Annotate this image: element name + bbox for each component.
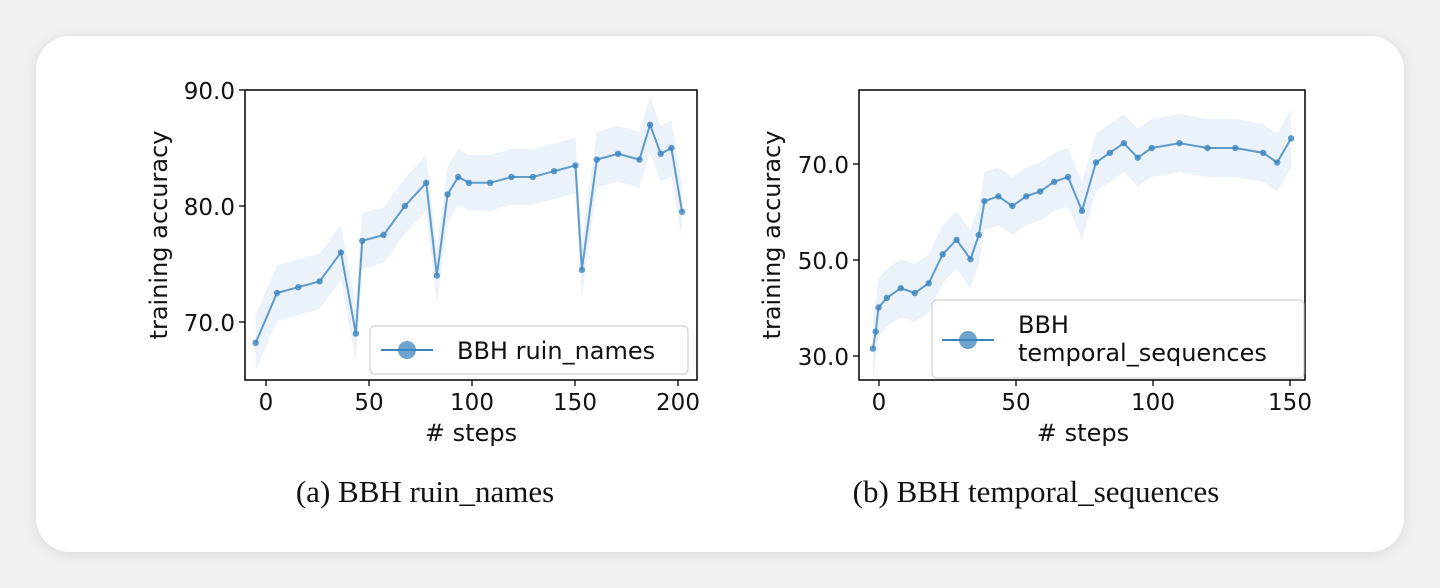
panel-b-caption: (b) BBH temporal_sequences	[853, 474, 1220, 509]
panel-b-data-point	[1232, 144, 1239, 152]
panel-a-data-point	[636, 156, 643, 163]
panel-a-data-point	[352, 330, 360, 337]
panel-b-x-axis-label: # steps	[1037, 419, 1129, 447]
panel-b-data-point	[872, 328, 879, 335]
panel-b-data-point	[1036, 188, 1044, 195]
panel-a-legend-label: BBH ruin_names	[457, 337, 655, 365]
panel-b: 30.0 50.0 70.0 0 50 100 150 # steps trai…	[758, 89, 1312, 509]
panel-b-legend-label-line2: temporal_sequences	[1018, 339, 1267, 367]
panel-a-data-point	[678, 208, 686, 215]
panel-a-y-ticks: 70.0 80.0 90.0	[184, 79, 245, 337]
panel-b-data-point	[1204, 144, 1211, 152]
panel-a-data-point	[337, 249, 345, 256]
panel-a-data-point	[646, 121, 654, 128]
panel-b-data-point	[1050, 178, 1058, 186]
panel-b-data-point	[967, 255, 974, 263]
panel-a-xtick-label: 100	[450, 390, 494, 416]
panel-a-data-point	[316, 278, 323, 285]
panel-b-plot-frame	[858, 89, 1306, 381]
panel-a-data-point	[668, 144, 675, 152]
panel-b-xtick-label: 50	[1001, 390, 1030, 416]
panel-b-legend-marker-icon	[959, 331, 977, 349]
panel-b-legend: BBH temporal_sequences	[931, 299, 1305, 379]
panel-a-caption: (a) BBH ruin_names	[296, 474, 554, 509]
panel-b-ytick-label: 70.0	[798, 153, 849, 179]
panel-b-y-axis-label: training accuracy	[758, 131, 786, 340]
panel-a-data-point	[423, 179, 430, 186]
panel-a-ytick-label: 70.0	[184, 311, 235, 337]
panel-a-data-point	[578, 266, 586, 273]
panel-b-data-point	[1023, 193, 1030, 200]
panel-a-data-point	[465, 179, 473, 186]
panel-a-xtick-label: 200	[656, 390, 700, 416]
panel-b-data-point	[981, 197, 988, 205]
panel-b-data-point	[1273, 159, 1281, 166]
panel-b-ytick-label: 30.0	[798, 345, 849, 371]
panel-b-data-point	[1259, 149, 1267, 157]
panel-b-variance-band	[872, 109, 1292, 378]
panel-b-data-point	[1176, 139, 1183, 147]
panel-b-data-point	[925, 280, 932, 287]
panel-b-data-point	[1009, 202, 1016, 210]
panel-b-data-point	[953, 236, 960, 244]
panel-a-ytick-label: 90.0	[184, 79, 235, 105]
panel-a-data-point	[657, 150, 664, 157]
panel-b-data-point	[883, 294, 891, 302]
panel-a-x-ticks: 0 50 100 150 200	[259, 380, 700, 416]
panel-b-data-point	[1134, 154, 1141, 161]
panel-a-y-axis-label: training accuracy	[145, 131, 173, 340]
panel-b-data-point	[1120, 139, 1128, 147]
panel-a-xtick-label: 0	[259, 390, 274, 416]
panel-b-xtick-label: 0	[872, 390, 887, 416]
panel-b-xtick-label: 150	[1268, 390, 1312, 416]
panel-a-data-point	[614, 150, 622, 157]
panel-a-series	[252, 121, 686, 347]
panel-a-legend: BBH ruin_names	[369, 325, 689, 375]
panel-a-plot-frame	[244, 89, 698, 381]
panel-a-data-point	[444, 191, 451, 198]
panel-b-xtick-label: 100	[1131, 390, 1175, 416]
panel-a-legend-marker-icon	[398, 341, 416, 359]
panel-b-data-point	[869, 345, 877, 352]
panel-b-data-point	[1078, 207, 1086, 215]
panel-a-data-point	[550, 168, 558, 175]
panel-b-data-point	[939, 251, 946, 258]
panel-b-data-point	[1287, 135, 1295, 142]
panel-b-y-ticks: 30.0 50.0 70.0	[798, 153, 859, 371]
panel-a-data-point	[433, 272, 441, 279]
panel-b-data-point	[1148, 144, 1155, 152]
panel-a-ytick-label: 80.0	[184, 195, 235, 221]
panel-a-data-point	[359, 237, 366, 244]
panel-a-data-point	[486, 179, 494, 186]
panel-b-data-point	[995, 193, 1002, 200]
panel-a-data-point	[508, 173, 515, 181]
panel-a-x-axis-label: # steps	[425, 419, 517, 447]
panel-a-data-point	[572, 162, 579, 169]
panel-b-data-point	[875, 304, 882, 311]
panel-a: 70.0 80.0 90.0 0 50 100 150 200 # steps …	[145, 79, 700, 509]
panel-b-data-point	[975, 231, 983, 239]
panel-b-series	[869, 135, 1295, 352]
panel-a-xtick-label: 150	[553, 390, 597, 416]
panel-a-data-point	[529, 173, 537, 181]
panel-a-data-point	[252, 339, 259, 347]
panel-a-data-point	[401, 202, 409, 210]
panel-a-data-point	[593, 156, 600, 163]
panel-b-ytick-label: 50.0	[798, 249, 849, 275]
panel-a-data-point	[295, 284, 302, 291]
panel-b-x-ticks: 0 50 100 150	[872, 380, 1312, 416]
panel-a-xtick-label: 50	[354, 390, 383, 416]
panel-a-data-point	[380, 231, 387, 239]
panel-b-data-point	[897, 284, 905, 292]
panel-b-data-point	[1064, 173, 1072, 181]
panel-b-data-point	[1106, 149, 1114, 157]
panel-b-band-area	[872, 109, 1292, 378]
panel-b-data-point	[1092, 159, 1100, 166]
panel-a-data-point	[273, 289, 281, 297]
panel-b-data-point	[911, 289, 918, 297]
panel-a-data-point	[455, 173, 462, 181]
panel-b-legend-label-line1: BBH	[1018, 311, 1069, 339]
